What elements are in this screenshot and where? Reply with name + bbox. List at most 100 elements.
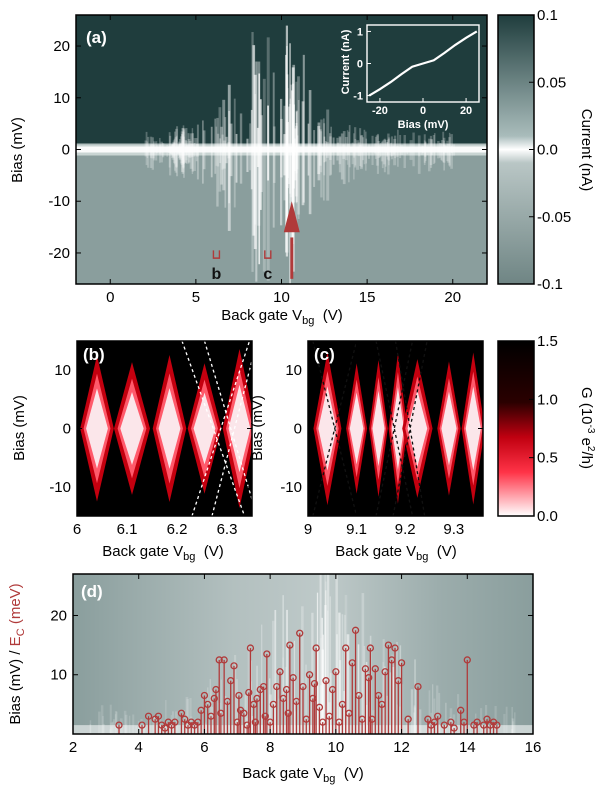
zoom-marker-label: b — [212, 266, 222, 283]
charging-energy-point — [342, 644, 350, 652]
current-streak — [363, 129, 366, 165]
current-streak — [348, 125, 351, 168]
current-streak — [233, 98, 236, 208]
bias-streak — [324, 574, 327, 734]
current-streak — [320, 119, 323, 198]
y-tick-label: -10 — [48, 193, 70, 210]
current-streak — [178, 141, 181, 159]
charging-energy-point — [450, 724, 458, 732]
bias-streak — [341, 614, 344, 734]
current-streak — [307, 123, 310, 176]
current-streak — [173, 138, 176, 165]
y-tick-label: 0 — [62, 142, 70, 159]
current-streak — [202, 120, 204, 184]
charging-energy-point — [384, 641, 393, 649]
charging-energy-point — [434, 712, 442, 720]
current-streak — [437, 140, 440, 159]
current-streak — [442, 137, 446, 163]
bias-streak — [382, 662, 384, 734]
bias-streak — [271, 620, 275, 734]
bias-streak — [247, 647, 251, 734]
x-tick-label: 14 — [459, 739, 476, 756]
current-streak — [159, 137, 161, 163]
current-streak — [147, 136, 150, 168]
charging-energy-point — [115, 721, 123, 729]
current-streak — [359, 128, 362, 167]
current-streak — [168, 132, 171, 168]
current-streak — [292, 83, 295, 245]
current-streak — [259, 99, 262, 210]
charging-energy-point — [261, 712, 269, 720]
current-streak — [225, 136, 228, 164]
current-streak — [293, 128, 297, 181]
current-streak — [222, 140, 226, 169]
current-streak — [220, 126, 223, 185]
current-streak — [169, 135, 172, 176]
current-streak — [239, 113, 243, 184]
x-tick-label: 5 — [192, 289, 200, 306]
bias-streak — [251, 716, 255, 734]
current-streak — [253, 74, 257, 250]
current-streak — [386, 139, 389, 156]
bias-streak — [401, 684, 404, 734]
x-tick-label: 6 — [200, 739, 208, 756]
bias-streak — [301, 606, 304, 734]
bias-streak — [419, 709, 422, 734]
zero-bias-core — [76, 146, 487, 153]
current-streak — [181, 141, 184, 163]
current-streak — [215, 126, 218, 166]
bias-streak — [325, 590, 327, 734]
current-streak — [169, 146, 173, 155]
bias-streak — [324, 605, 327, 734]
current-streak — [280, 118, 283, 178]
current-streak — [417, 135, 421, 174]
panel-a-xlabel: Back gate Vbg (V) — [221, 307, 342, 327]
x-tick-label: 12 — [393, 739, 410, 756]
current-streak — [323, 123, 326, 176]
diamond-inner — [372, 390, 385, 467]
dashed-guide-line — [181, 341, 246, 516]
bias-streak — [474, 713, 477, 734]
current-streak — [342, 131, 346, 185]
x-tick-label: 8 — [266, 739, 274, 756]
current-streak — [181, 134, 184, 160]
current-streak — [216, 133, 220, 167]
colorbar-c-tick-label: 1.5 — [537, 333, 558, 350]
current-streak — [181, 133, 183, 172]
charging-energy-point — [463, 656, 471, 664]
inset-y-tick-label: -1 — [353, 91, 363, 103]
bias-streak — [386, 695, 389, 734]
panel-a-inset: -20 0 20 -1 0 1 Current (nA) Bias (mV) — [340, 24, 480, 131]
bias-streak — [132, 714, 135, 734]
current-streak — [420, 145, 424, 155]
bias-streak — [244, 694, 247, 734]
current-streak — [433, 133, 436, 163]
bias-streak — [364, 704, 368, 734]
colorbar-a-label: Current (nA) — [578, 109, 595, 192]
y-tick-label: -10 — [49, 479, 71, 496]
current-streak — [179, 143, 182, 160]
current-streak — [443, 144, 445, 154]
current-streak — [424, 142, 427, 157]
current-streak — [178, 143, 182, 161]
current-streak — [452, 144, 456, 156]
panel-d-xlabel: Back gate Vbg (V) — [242, 765, 363, 785]
current-streak — [224, 117, 227, 208]
panel-c: 9 9.1 9.2 9.3 -10 0 10 (c) Bias (mV) Back gate… — [249, 333, 595, 563]
diamond-inner — [407, 390, 428, 467]
current-streak — [390, 142, 393, 157]
current-streak — [444, 144, 447, 153]
current-streak — [423, 140, 426, 166]
charging-energy-point — [251, 718, 260, 726]
x-tick-label: 6 — [73, 521, 81, 538]
current-streak — [377, 146, 380, 154]
current-streak — [365, 138, 368, 164]
bias-streak — [293, 697, 295, 734]
current-streak — [356, 140, 360, 170]
current-streak — [353, 144, 356, 158]
current-streak — [354, 127, 357, 168]
colorbar-a-tick-label: -0.05 — [537, 209, 571, 226]
current-streak — [375, 135, 379, 166]
bias-streak — [293, 640, 296, 734]
